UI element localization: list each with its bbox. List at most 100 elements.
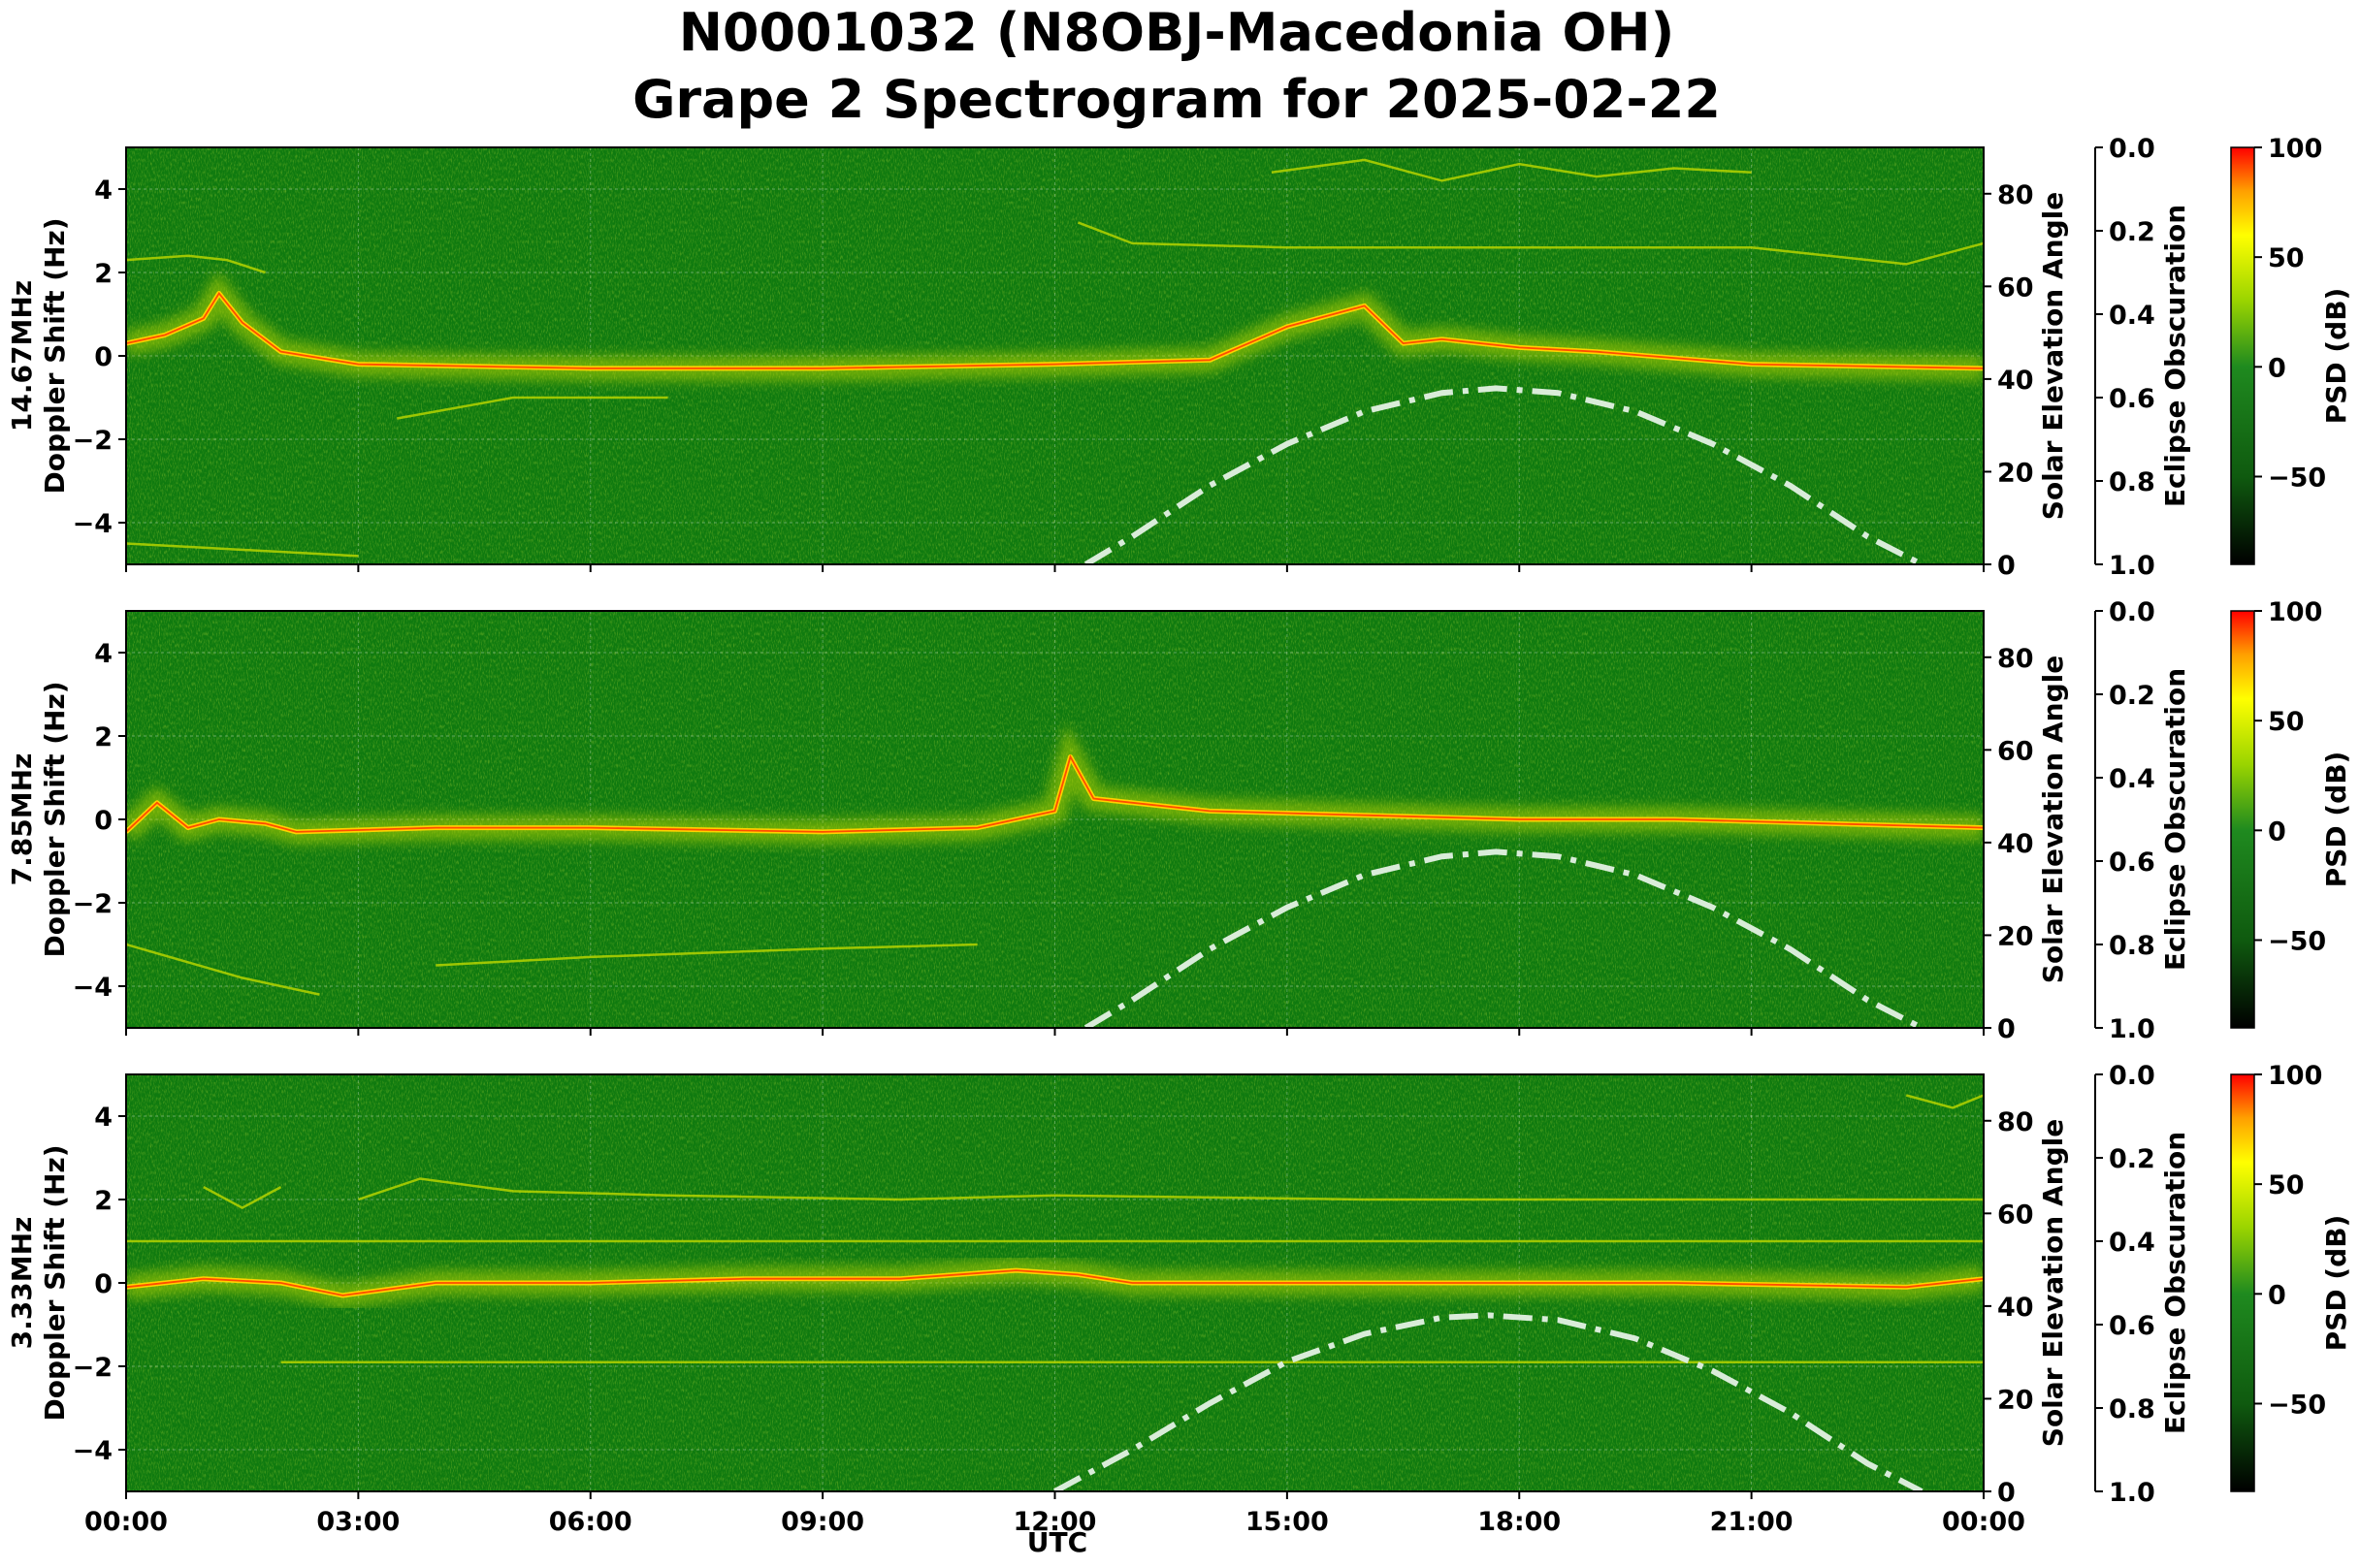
elevation-tick-label: 80 xyxy=(1997,1107,2034,1137)
eclipse-axis-label: Eclipse Obscuration xyxy=(2159,205,2191,507)
eclipse-tick-label: 0.6 xyxy=(2109,1311,2155,1341)
eclipse-tick-label: 0.4 xyxy=(2109,301,2155,331)
y-tick-label: 0 xyxy=(94,342,113,372)
secondary-trace xyxy=(126,254,266,274)
x-tick-label: 09:00 xyxy=(781,1507,864,1537)
solar-elevation-curve xyxy=(1083,385,1924,564)
elevation-axis-label: Solar Elevation Angle xyxy=(2037,192,2069,520)
y-tick-label: −4 xyxy=(73,1436,113,1466)
colorbar-tick-label: −50 xyxy=(2268,1390,2326,1420)
secondary-trace xyxy=(1077,221,1984,266)
colorbar xyxy=(2230,610,2255,1029)
y-tick-label: 4 xyxy=(94,176,113,206)
doppler-traces xyxy=(126,158,1984,564)
elevation-tick-label: 0 xyxy=(1997,1478,2016,1508)
secondary-trace xyxy=(1905,1094,1984,1109)
carrier-core xyxy=(126,1269,1984,1296)
colorbar-tick-label: 0 xyxy=(2268,816,2286,847)
doppler-traces xyxy=(126,1094,1984,1491)
figure-title-line1: N0001032 (N8OBJ-Macedonia OH) xyxy=(679,2,1675,63)
y-tick-label: 4 xyxy=(94,639,113,669)
eclipse-tick-label: 0.4 xyxy=(2109,764,2155,794)
elevation-tick-label: 20 xyxy=(1997,458,2034,488)
y-tick-label: 2 xyxy=(94,1186,113,1216)
eclipse-tick-label: 0.2 xyxy=(2109,1144,2155,1174)
panel-3.33MHz: 420−2−43.33MHzDoppler Shift (Hz)02040608… xyxy=(6,1061,2352,1537)
doppler-traces xyxy=(126,723,1984,1028)
eclipse-axis-label: Eclipse Obscuration xyxy=(2159,1132,2191,1434)
y-axis-label-quantity: Doppler Shift (Hz) xyxy=(39,217,71,494)
y-tick-label: 2 xyxy=(94,259,113,289)
colorbar-label: PSD (dB) xyxy=(2320,288,2352,425)
eclipse-tick-label: 0.0 xyxy=(2109,597,2155,627)
elevation-tick-label: 40 xyxy=(1997,829,2034,859)
y-axis-label: 14.67MHzDoppler Shift (Hz) xyxy=(6,217,71,494)
elevation-tick-label: 80 xyxy=(1997,180,2034,210)
colorbar-tick-label: 50 xyxy=(2268,707,2305,737)
x-tick-label: 06:00 xyxy=(549,1507,632,1537)
solar-elevation-curve xyxy=(1053,1312,1924,1491)
panel-7.85MHz: 420−2−47.85MHzDoppler Shift (Hz)02040608… xyxy=(6,597,2352,1044)
secondary-trace xyxy=(203,1185,282,1210)
y-tick-label: 2 xyxy=(94,722,113,752)
y-tick-label: 0 xyxy=(94,806,113,836)
y-tick-label: −2 xyxy=(73,1353,113,1383)
x-tick-label: 00:00 xyxy=(1942,1507,2025,1537)
figure-title-line2: Grape 2 Spectrogram for 2025-02-22 xyxy=(632,69,1721,130)
eclipse-tick-label: 0.2 xyxy=(2109,217,2155,247)
y-axis-label-frequency: 7.85MHz xyxy=(6,753,38,886)
y-tick-label: −4 xyxy=(73,973,113,1003)
eclipse-axis-label: Eclipse Obscuration xyxy=(2159,668,2191,971)
y-tick-label: −2 xyxy=(73,426,113,456)
eclipse-tick-label: 0.6 xyxy=(2109,384,2155,414)
elevation-tick-label: 40 xyxy=(1997,1293,2034,1323)
carrier-core xyxy=(126,754,1984,833)
elevation-tick-label: 60 xyxy=(1997,736,2034,766)
eclipse-tick-label: 1.0 xyxy=(2109,1478,2155,1508)
y-axis-label: 3.33MHzDoppler Shift (Hz) xyxy=(6,1144,71,1421)
y-axis-label-quantity: Doppler Shift (Hz) xyxy=(39,681,71,957)
colorbar-tick-label: −50 xyxy=(2268,926,2326,956)
colorbar-tick-label: 50 xyxy=(2268,243,2305,273)
secondary-trace xyxy=(436,943,978,967)
y-tick-label: 0 xyxy=(94,1269,113,1299)
eclipse-tick-label: 0.8 xyxy=(2109,467,2155,497)
eclipse-tick-label: 0.6 xyxy=(2109,848,2155,878)
x-tick-label: 00:00 xyxy=(84,1507,168,1537)
secondary-trace xyxy=(126,542,359,558)
eclipse-tick-label: 0.4 xyxy=(2109,1228,2155,1258)
y-axis-label-frequency: 14.67MHz xyxy=(6,280,38,432)
secondary-trace xyxy=(1271,158,1752,182)
panel-14.67MHz: 420−2−414.67MHzDoppler Shift (Hz)0204060… xyxy=(6,134,2352,581)
elevation-tick-label: 60 xyxy=(1997,272,2034,303)
colorbar-tick-label: 100 xyxy=(2268,597,2322,627)
elevation-tick-label: 60 xyxy=(1997,1200,2034,1230)
elevation-tick-label: 0 xyxy=(1997,551,2016,581)
colorbar-tick-label: −50 xyxy=(2268,463,2326,493)
x-tick-label: 12:00 xyxy=(1014,1507,1097,1537)
elevation-tick-label: 80 xyxy=(1997,644,2034,674)
eclipse-tick-label: 0.8 xyxy=(2109,931,2155,961)
colorbar-tick-label: 0 xyxy=(2268,353,2286,383)
eclipse-tick-label: 0.0 xyxy=(2109,1061,2155,1091)
eclipse-tick-label: 0.8 xyxy=(2109,1394,2155,1424)
carrier-core xyxy=(126,291,1984,369)
elevation-tick-label: 40 xyxy=(1997,366,2034,396)
secondary-trace xyxy=(397,396,668,420)
colorbar-tick-label: 100 xyxy=(2268,134,2322,164)
elevation-axis-label: Solar Elevation Angle xyxy=(2037,1119,2069,1447)
x-axis-label: UTC xyxy=(1027,1526,1087,1558)
secondary-trace xyxy=(358,1177,1984,1201)
y-tick-label: −2 xyxy=(73,889,113,919)
x-tick-label: 18:00 xyxy=(1477,1507,1561,1537)
colorbar-tick-label: 50 xyxy=(2268,1170,2305,1200)
colorbar xyxy=(2230,1073,2255,1492)
colorbar xyxy=(2230,146,2255,565)
panels: 420−2−414.67MHzDoppler Shift (Hz)0204060… xyxy=(6,134,2352,1537)
eclipse-tick-label: 0.2 xyxy=(2109,681,2155,711)
x-tick-label: 21:00 xyxy=(1710,1507,1794,1537)
colorbar-label: PSD (dB) xyxy=(2320,752,2352,888)
y-tick-label: −4 xyxy=(73,509,113,539)
